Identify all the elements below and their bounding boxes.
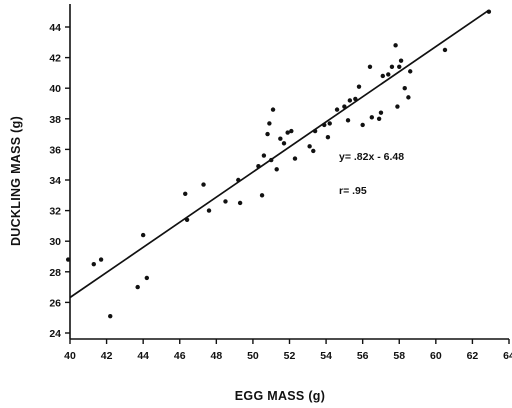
data-point bbox=[206, 208, 212, 213]
y-tick-label: 38 bbox=[49, 114, 61, 126]
data-point bbox=[376, 116, 382, 122]
data-point bbox=[281, 141, 287, 146]
y-axis-ticks: 24 26 28 30 32 34 36 38 40 42 44 bbox=[49, 22, 70, 340]
data-point bbox=[442, 47, 448, 53]
y-tick-label: 32 bbox=[49, 206, 61, 218]
y-tick-label: 44 bbox=[49, 22, 61, 34]
data-point bbox=[389, 64, 395, 69]
data-point bbox=[223, 199, 228, 204]
regression-line bbox=[69, 10, 489, 299]
x-axis-ticks: 40 42 44 46 48 50 52 54 56 58 60 62 64 bbox=[64, 339, 512, 362]
y-tick-label: 40 bbox=[49, 83, 61, 95]
y-tick-label: 42 bbox=[49, 53, 61, 65]
y-tick-label: 30 bbox=[49, 236, 61, 248]
data-point bbox=[398, 58, 404, 63]
data-point bbox=[345, 118, 351, 123]
data-point bbox=[144, 275, 150, 281]
data-point bbox=[395, 104, 400, 109]
data-point bbox=[201, 182, 206, 187]
x-tick-label: 62 bbox=[467, 350, 479, 362]
data-point bbox=[267, 121, 272, 126]
data-point bbox=[360, 122, 365, 128]
data-point bbox=[289, 128, 294, 134]
data-point bbox=[270, 107, 276, 112]
data-point bbox=[386, 72, 391, 77]
y-tick-label: 24 bbox=[49, 328, 61, 340]
data-point bbox=[261, 153, 267, 158]
x-tick-label: 48 bbox=[210, 350, 222, 362]
data-point bbox=[486, 9, 492, 14]
data-points bbox=[65, 9, 492, 319]
data-point bbox=[402, 86, 407, 91]
x-tick-label: 50 bbox=[247, 350, 259, 362]
x-tick-label: 44 bbox=[137, 350, 149, 362]
data-point bbox=[292, 156, 298, 161]
data-point bbox=[183, 191, 188, 196]
x-axis-label: EGG MASS (g) bbox=[235, 389, 325, 403]
data-point bbox=[311, 148, 316, 154]
data-point bbox=[356, 84, 362, 89]
regression-line-group bbox=[69, 10, 489, 299]
x-tick-label: 54 bbox=[320, 350, 332, 362]
data-point bbox=[307, 144, 312, 149]
correlation-value: r= .95 bbox=[339, 185, 367, 197]
data-point bbox=[91, 261, 96, 267]
y-tick-label: 26 bbox=[49, 297, 61, 309]
data-point bbox=[237, 200, 243, 206]
x-tick-label: 52 bbox=[284, 350, 296, 362]
data-point bbox=[108, 313, 113, 319]
data-point bbox=[397, 64, 402, 69]
y-tick-label: 34 bbox=[49, 175, 61, 187]
data-point bbox=[406, 95, 411, 100]
data-point bbox=[265, 131, 270, 137]
data-point bbox=[325, 134, 331, 140]
data-point bbox=[378, 110, 384, 115]
x-tick-label: 56 bbox=[357, 350, 369, 362]
data-point bbox=[285, 130, 290, 135]
data-point bbox=[278, 136, 283, 141]
data-point bbox=[367, 64, 373, 69]
data-point bbox=[408, 69, 413, 74]
x-tick-label: 46 bbox=[174, 350, 186, 362]
x-tick-label: 64 bbox=[503, 350, 512, 362]
axes bbox=[69, 4, 509, 340]
data-point bbox=[327, 121, 332, 126]
data-point bbox=[334, 107, 340, 112]
data-point bbox=[135, 284, 140, 290]
y-tick-label: 36 bbox=[49, 144, 61, 156]
data-point bbox=[369, 115, 375, 120]
data-point bbox=[98, 257, 104, 262]
data-point bbox=[393, 43, 398, 48]
x-tick-label: 42 bbox=[101, 350, 113, 362]
data-point bbox=[259, 193, 265, 198]
data-point bbox=[65, 257, 71, 262]
y-axis-label: DUCKLING MASS (g) bbox=[9, 116, 23, 246]
x-tick-label: 58 bbox=[393, 350, 405, 362]
regression-equation: y= .82x - 6.48 bbox=[339, 151, 404, 163]
data-point bbox=[380, 73, 385, 79]
x-tick-label: 60 bbox=[430, 350, 442, 362]
data-point bbox=[347, 98, 353, 103]
y-tick-label: 28 bbox=[49, 267, 61, 279]
x-tick-label: 40 bbox=[64, 350, 76, 362]
data-point bbox=[274, 167, 279, 172]
data-point bbox=[140, 232, 146, 238]
